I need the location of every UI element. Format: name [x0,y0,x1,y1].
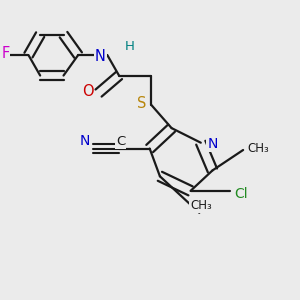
Text: CH₃: CH₃ [248,142,269,155]
Text: C: C [116,135,125,148]
Text: N: N [95,49,106,64]
Text: N: N [80,134,90,148]
Text: F: F [1,46,10,61]
Text: S: S [136,96,146,111]
Text: N: N [207,137,218,151]
Text: Cl: Cl [234,187,248,201]
Text: O: O [82,84,93,99]
Text: H: H [125,40,135,53]
Text: CH₃: CH₃ [190,199,212,212]
